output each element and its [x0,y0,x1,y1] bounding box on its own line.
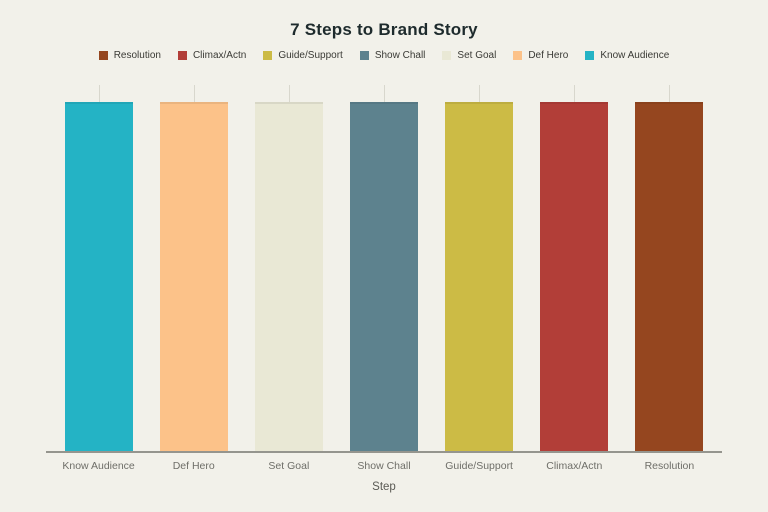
plot-area [46,85,722,453]
bar-def-hero [159,102,228,451]
legend-swatch-icon [263,51,273,60]
legend-label: Show Chall [374,50,426,61]
bar-resolution [635,102,704,451]
x-tick-label: Know Audience [62,460,135,472]
bar-top-tick-mark [288,85,290,102]
x-tick-label: Show Chall [357,460,411,472]
legend-swatch-icon [585,51,595,60]
x-tick-label: Climax/Actn [546,460,603,472]
legend-label: Resolution [113,50,161,61]
bar-slot-set-goal [241,85,336,451]
legend-item-resolution: Resolution [98,50,161,61]
bar-slot-def-hero [146,85,241,451]
bar-top-tick-mark [193,85,195,102]
x-tick-label: Def Hero [172,460,215,472]
legend-swatch-icon [177,51,187,60]
bar-slot-resolution [622,85,717,451]
legend-item-know-audience: Know Audience [585,50,669,61]
bar-slot-guide-support [432,85,527,451]
legend-swatch-icon [442,51,452,60]
legend-swatch-icon [359,51,369,60]
x-tick-label: Set Goal [268,460,310,472]
chart-title: 7 Steps to Brand Story [290,20,478,39]
legend-label: Climax/Actn [192,50,247,61]
bar-guide-support [445,102,514,451]
legend-label: Set Goal [457,50,497,61]
legend: Resolution Climax/Actn Guide/Support Sho… [0,50,768,61]
bar-slot-climax-actn [527,85,622,451]
legend-item-set-goal: Set Goal [442,50,496,61]
legend-item-guide-support: Guide/Support [263,50,343,61]
bar-top-tick-mark [574,85,576,102]
bar-climax-actn [540,102,609,451]
x-tick-label: Guide/Support [445,460,513,472]
bar-top-tick-mark [669,85,671,102]
legend-item-def-hero: Def Hero [513,50,568,61]
legend-swatch-icon [513,51,523,60]
legend-item-show-chall: Show Chall [359,50,426,61]
bar-slot-know-audience [51,85,146,451]
bar-slot-show-chall [336,85,431,451]
x-tick-label: Resolution [644,460,695,472]
bar-top-tick-mark [98,85,100,102]
legend-swatch-icon [98,51,108,60]
bar-top-tick-mark [383,85,385,102]
legend-label: Know Audience [600,50,670,61]
bar-top-tick-mark [479,85,481,102]
x-axis-title: Step [372,481,396,493]
legend-label: Guide/Support [278,50,343,61]
bar-show-chall [349,102,418,451]
legend-label: Def Hero [528,50,569,61]
x-axis-tick-labels: Know Audience Def Hero Set Goal Show Cha… [46,453,722,472]
legend-item-climax-actn: Climax/Actn [177,50,247,61]
bar-know-audience [64,102,133,451]
bar-set-goal [254,102,323,451]
